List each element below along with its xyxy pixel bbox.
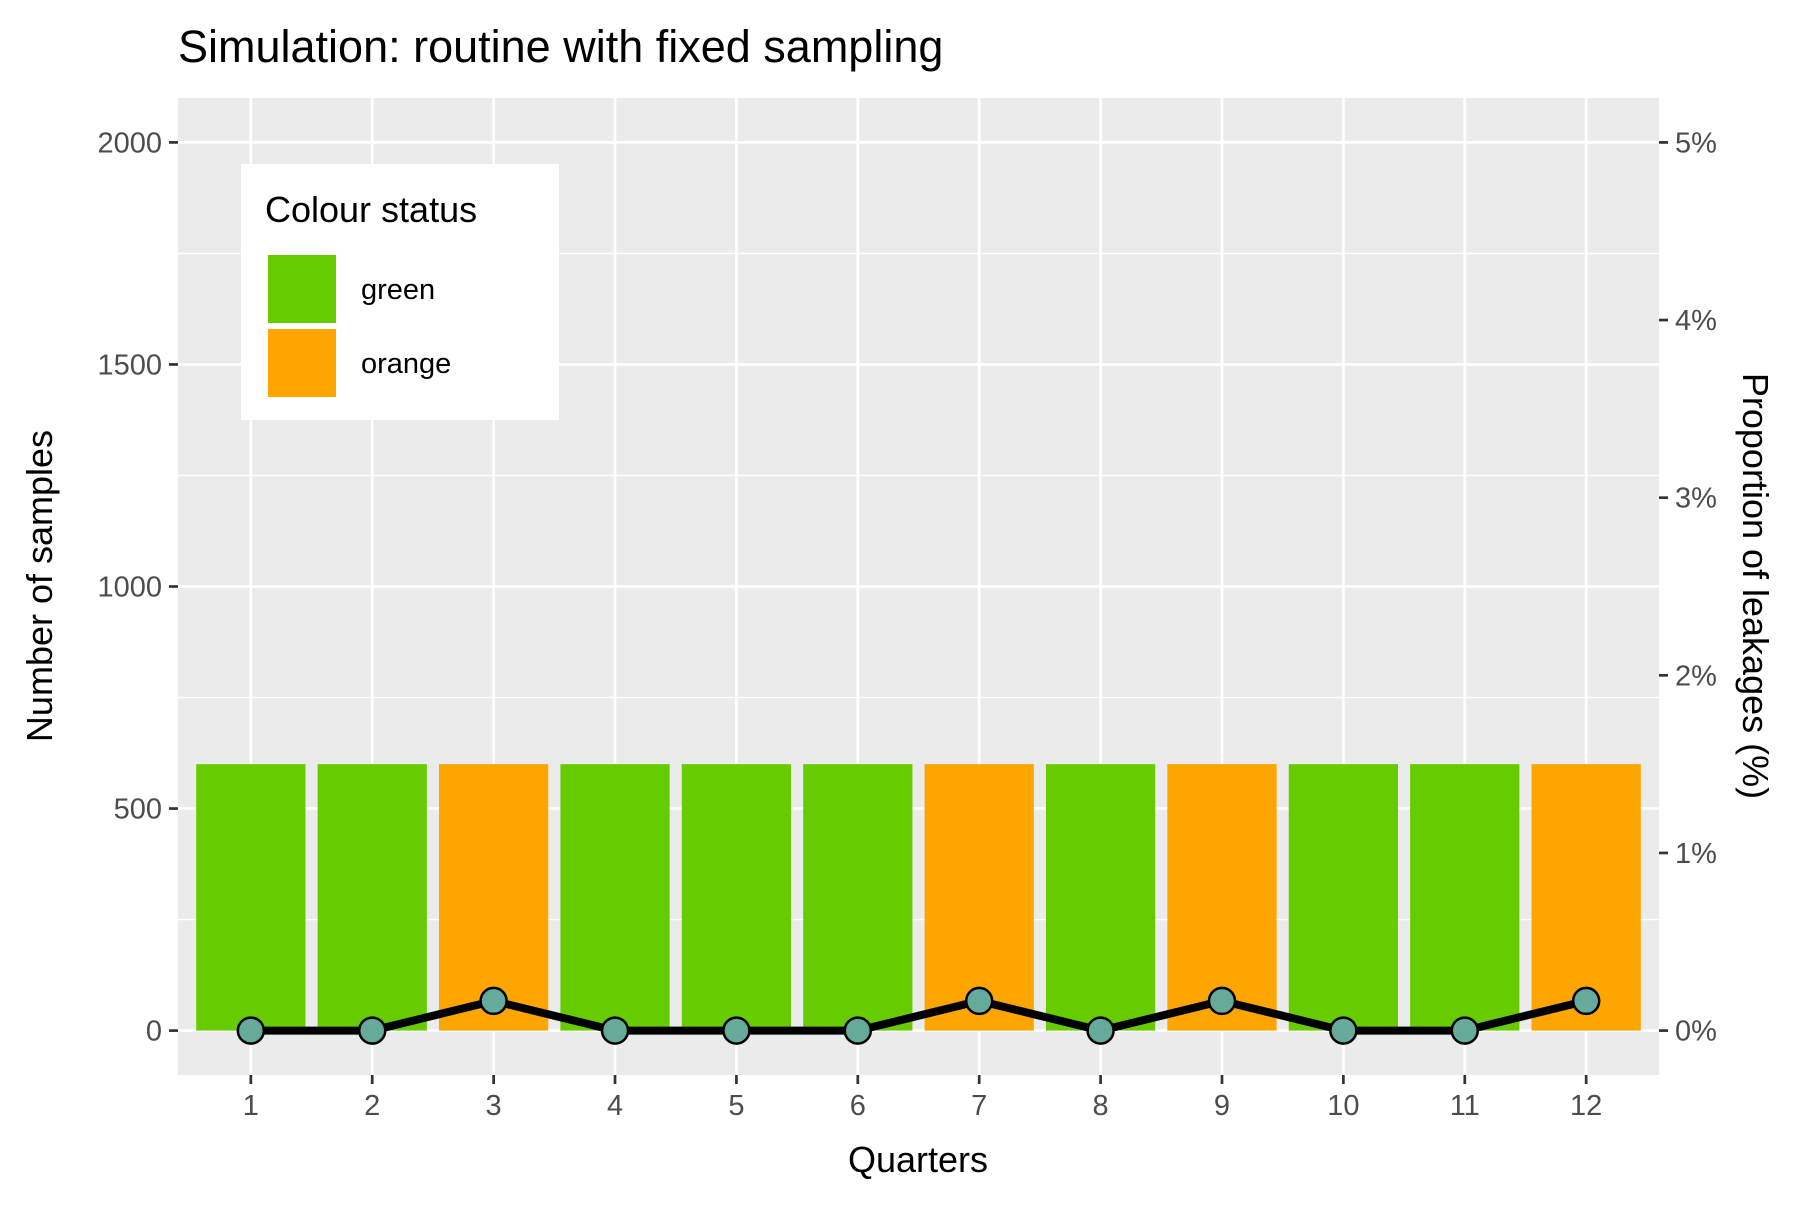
x-tick-label: 10 (1327, 1090, 1359, 1122)
bar-quarter-2 (317, 764, 427, 1031)
leakage-point-quarter-11 (1450, 1016, 1480, 1045)
bar-quarter-6 (803, 764, 913, 1031)
legend-key-orange (266, 327, 338, 399)
legend-items: green orange (266, 253, 451, 399)
x-tick-label: 3 (486, 1090, 502, 1122)
y-tick-label: 2000 (97, 127, 162, 159)
bars (196, 764, 1641, 1031)
bar-quarter-3 (438, 764, 549, 1031)
y2-tick-label: 3% (1675, 483, 1717, 515)
y2-tick-label: 1% (1675, 838, 1717, 870)
x-tick-label: 2 (364, 1090, 380, 1122)
y2-tick-label: 4% (1675, 305, 1717, 337)
leakage-point-quarter-1 (236, 1016, 266, 1045)
bar-quarter-11 (1410, 764, 1520, 1031)
y-tick-label: 1500 (97, 349, 162, 381)
y-axis-title: Number of samples (19, 430, 60, 742)
x-tick-label: 5 (728, 1090, 744, 1122)
leakage-line-path (246, 996, 1591, 1035)
x-tick-label: 9 (1214, 1090, 1230, 1122)
x-tick-label: 11 (1450, 1090, 1480, 1122)
legend-label-orange: orange (361, 348, 451, 380)
x-tick-label: 8 (1093, 1090, 1109, 1122)
legend-title: Colour status (265, 189, 477, 230)
y2-tick-label: 5% (1675, 127, 1717, 159)
bar-quarter-8 (1045, 764, 1156, 1031)
bar-quarter-9 (1167, 764, 1277, 1031)
y2-axis-title: Proportion of leakages (%) (1735, 373, 1776, 799)
leakage-line (236, 986, 1601, 1045)
y-tick-label: 500 (114, 794, 162, 826)
bar-quarter-7 (924, 764, 1034, 1031)
leakage-point-quarter-12 (1571, 986, 1601, 1016)
chart-title: Simulation: routine with fixed sampling (178, 21, 943, 72)
legend-label-green: green (361, 274, 435, 306)
leakage-point-quarter-7 (964, 986, 994, 1016)
leakage-point-quarter-10 (1329, 1016, 1358, 1045)
bar-quarter-5 (681, 764, 792, 1031)
x-axis: 1 2 3 4 5 6 7 8 9 10 11 12 (243, 1075, 1602, 1122)
y2-tick-label: 0% (1675, 1016, 1717, 1048)
x-tick-label: 6 (850, 1090, 866, 1122)
bar-quarter-12 (1531, 764, 1641, 1031)
bar-quarter-1 (196, 764, 306, 1031)
x-tick-label: 1 (243, 1090, 259, 1122)
y-axis-right: 0% 1% 2% 3% 4% 5% (1659, 127, 1717, 1048)
y-tick-label: 1000 (97, 572, 162, 604)
leakage-point-quarter-6 (843, 1016, 873, 1045)
legend-key-green (266, 253, 338, 325)
legend: Colour status green orange (241, 164, 559, 420)
x-tick-label: 4 (607, 1090, 623, 1122)
leakage-point-quarter-4 (600, 1016, 630, 1045)
leakage-point-quarter-5 (722, 1016, 751, 1045)
y2-tick-label: 2% (1675, 660, 1717, 692)
bar-quarter-10 (1288, 764, 1399, 1031)
x-axis-title: Quarters (848, 1139, 988, 1180)
y-tick-label: 0 (146, 1016, 162, 1048)
leakage-point-quarter-2 (357, 1016, 387, 1045)
x-tick-label: 12 (1570, 1090, 1602, 1122)
x-tick-label: 7 (971, 1090, 987, 1122)
y-axis-left: 0 500 1000 1500 2000 (97, 127, 178, 1048)
leakage-point-quarter-8 (1086, 1016, 1115, 1045)
leakage-point-quarter-9 (1207, 986, 1237, 1016)
bar-quarter-4 (560, 764, 670, 1031)
leakage-point-quarter-3 (479, 986, 508, 1016)
